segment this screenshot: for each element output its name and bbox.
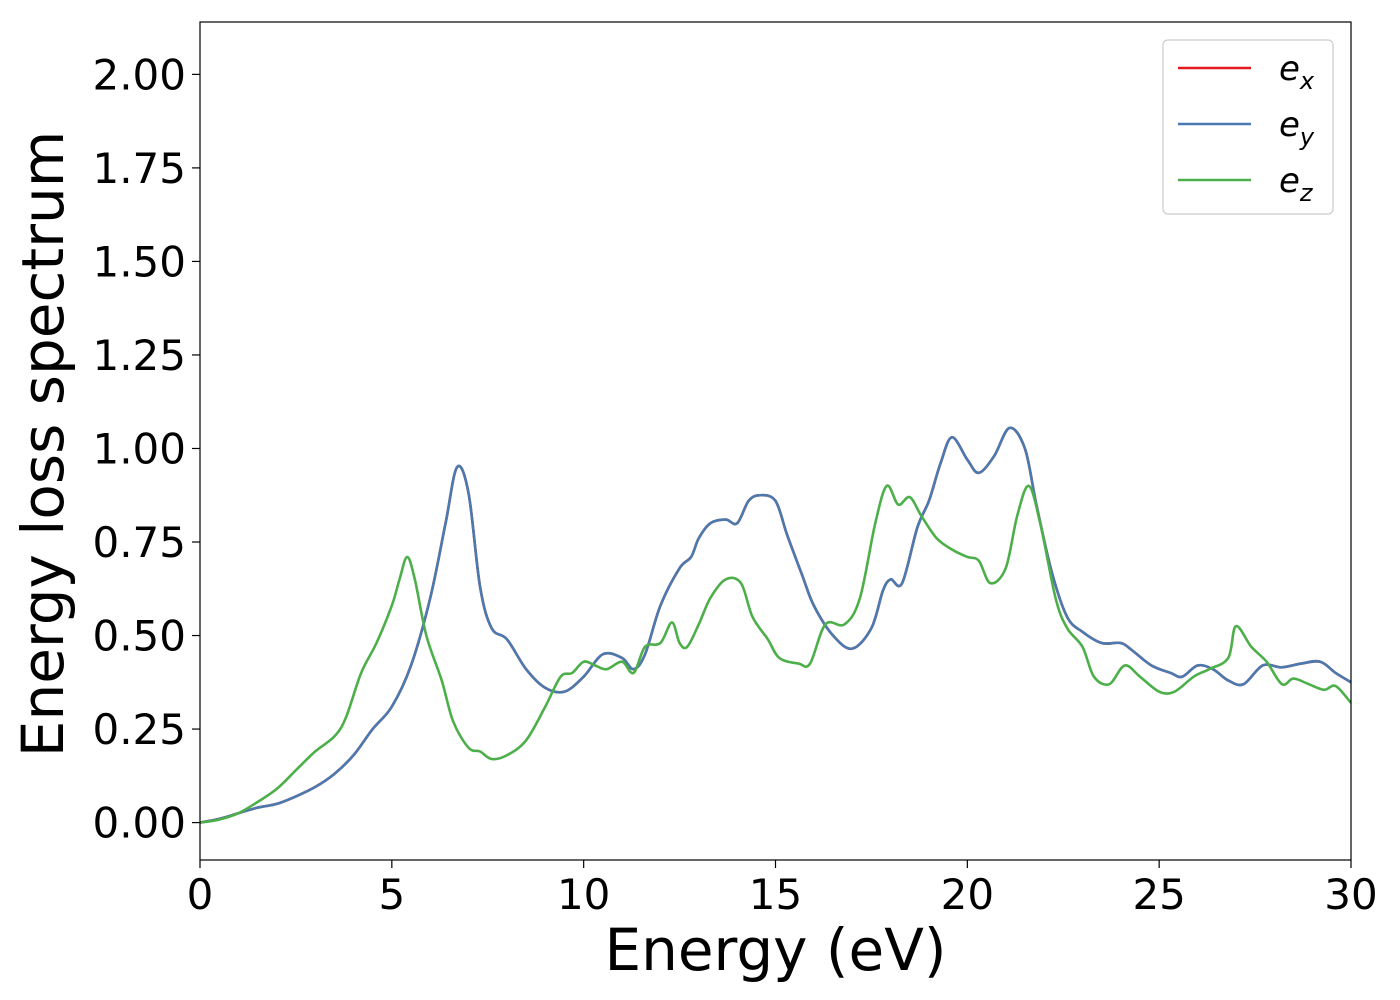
y-tick-label: 0.25 <box>92 705 186 754</box>
y-tick-label: 1.00 <box>92 424 186 473</box>
legend-entry-label: ez <box>1279 161 1314 207</box>
legend-box <box>1162 39 1334 215</box>
y-tick-label: 2.00 <box>92 50 186 99</box>
y-tick-label: 1.75 <box>92 144 186 193</box>
x-tick-label: 20 <box>941 870 994 919</box>
x-tick-label: 30 <box>1324 870 1377 919</box>
series-lines <box>199 426 1352 824</box>
y-axis-label: Energy loss spectrum <box>9 131 77 757</box>
y-axis: 0.00 0.25 0.50 0.75 1.00 1.25 1.50 1.75 2.00 <box>92 50 200 848</box>
x-tick-label: 25 <box>1132 870 1185 919</box>
legend-entry-label: ey <box>1279 105 1315 151</box>
y-tick-label: 0.50 <box>92 612 186 661</box>
y-tick-label: 0.00 <box>92 799 186 848</box>
series-line-ex <box>199 426 1352 824</box>
x-axis-label: Energy (eV) <box>604 916 946 984</box>
x-tick-label: 10 <box>557 870 610 919</box>
x-tick-label: 5 <box>378 870 405 919</box>
y-tick-label: 0.75 <box>92 518 186 567</box>
legend-entry-label: ex <box>1279 49 1315 95</box>
legend: ex ey ez <box>1162 39 1334 215</box>
series-line-ez <box>199 484 1352 824</box>
x-tick-label: 0 <box>187 870 214 919</box>
y-tick-label: 1.25 <box>92 331 186 380</box>
x-axis: 0 5 10 15 20 25 30 <box>187 860 1378 919</box>
x-tick-label: 15 <box>749 870 802 919</box>
y-tick-label: 1.50 <box>92 237 186 286</box>
series-line-ey <box>199 426 1352 824</box>
